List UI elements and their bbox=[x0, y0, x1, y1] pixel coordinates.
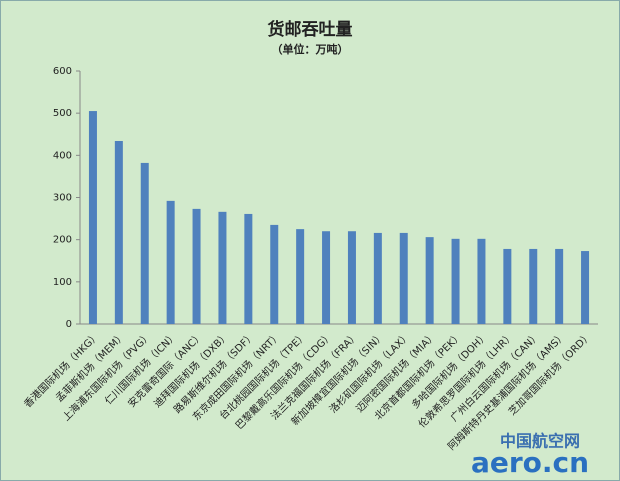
y-tick-label: 600 bbox=[53, 66, 72, 77]
y-tick-label: 400 bbox=[53, 150, 72, 161]
bar bbox=[270, 224, 279, 324]
watermark-site: 中国航空网 bbox=[500, 432, 580, 451]
bar bbox=[140, 162, 149, 324]
bar bbox=[555, 248, 564, 324]
bar bbox=[347, 231, 356, 324]
bar bbox=[192, 208, 201, 324]
bar bbox=[244, 213, 253, 324]
bar bbox=[296, 229, 305, 324]
bar bbox=[503, 248, 512, 324]
bar bbox=[451, 238, 460, 324]
bar bbox=[88, 111, 97, 324]
watermark-domain: aero.cn bbox=[471, 446, 589, 479]
bar bbox=[322, 231, 331, 324]
bar bbox=[529, 248, 538, 324]
bar bbox=[373, 232, 382, 324]
bar bbox=[166, 200, 175, 324]
chart-title: 货邮吞吐量 bbox=[268, 19, 353, 40]
bar bbox=[425, 237, 434, 324]
y-tick-label: 300 bbox=[53, 193, 72, 204]
bar bbox=[581, 251, 590, 324]
chart-subtitle: （单位：万吨） bbox=[272, 42, 349, 56]
bar bbox=[218, 211, 227, 324]
bar bbox=[399, 232, 408, 324]
bar bbox=[477, 238, 486, 324]
y-tick-label: 0 bbox=[66, 319, 72, 330]
y-tick-label: 200 bbox=[53, 235, 72, 246]
y-tick-label: 500 bbox=[53, 108, 72, 119]
bar bbox=[114, 140, 123, 324]
y-tick-label: 100 bbox=[53, 277, 72, 288]
